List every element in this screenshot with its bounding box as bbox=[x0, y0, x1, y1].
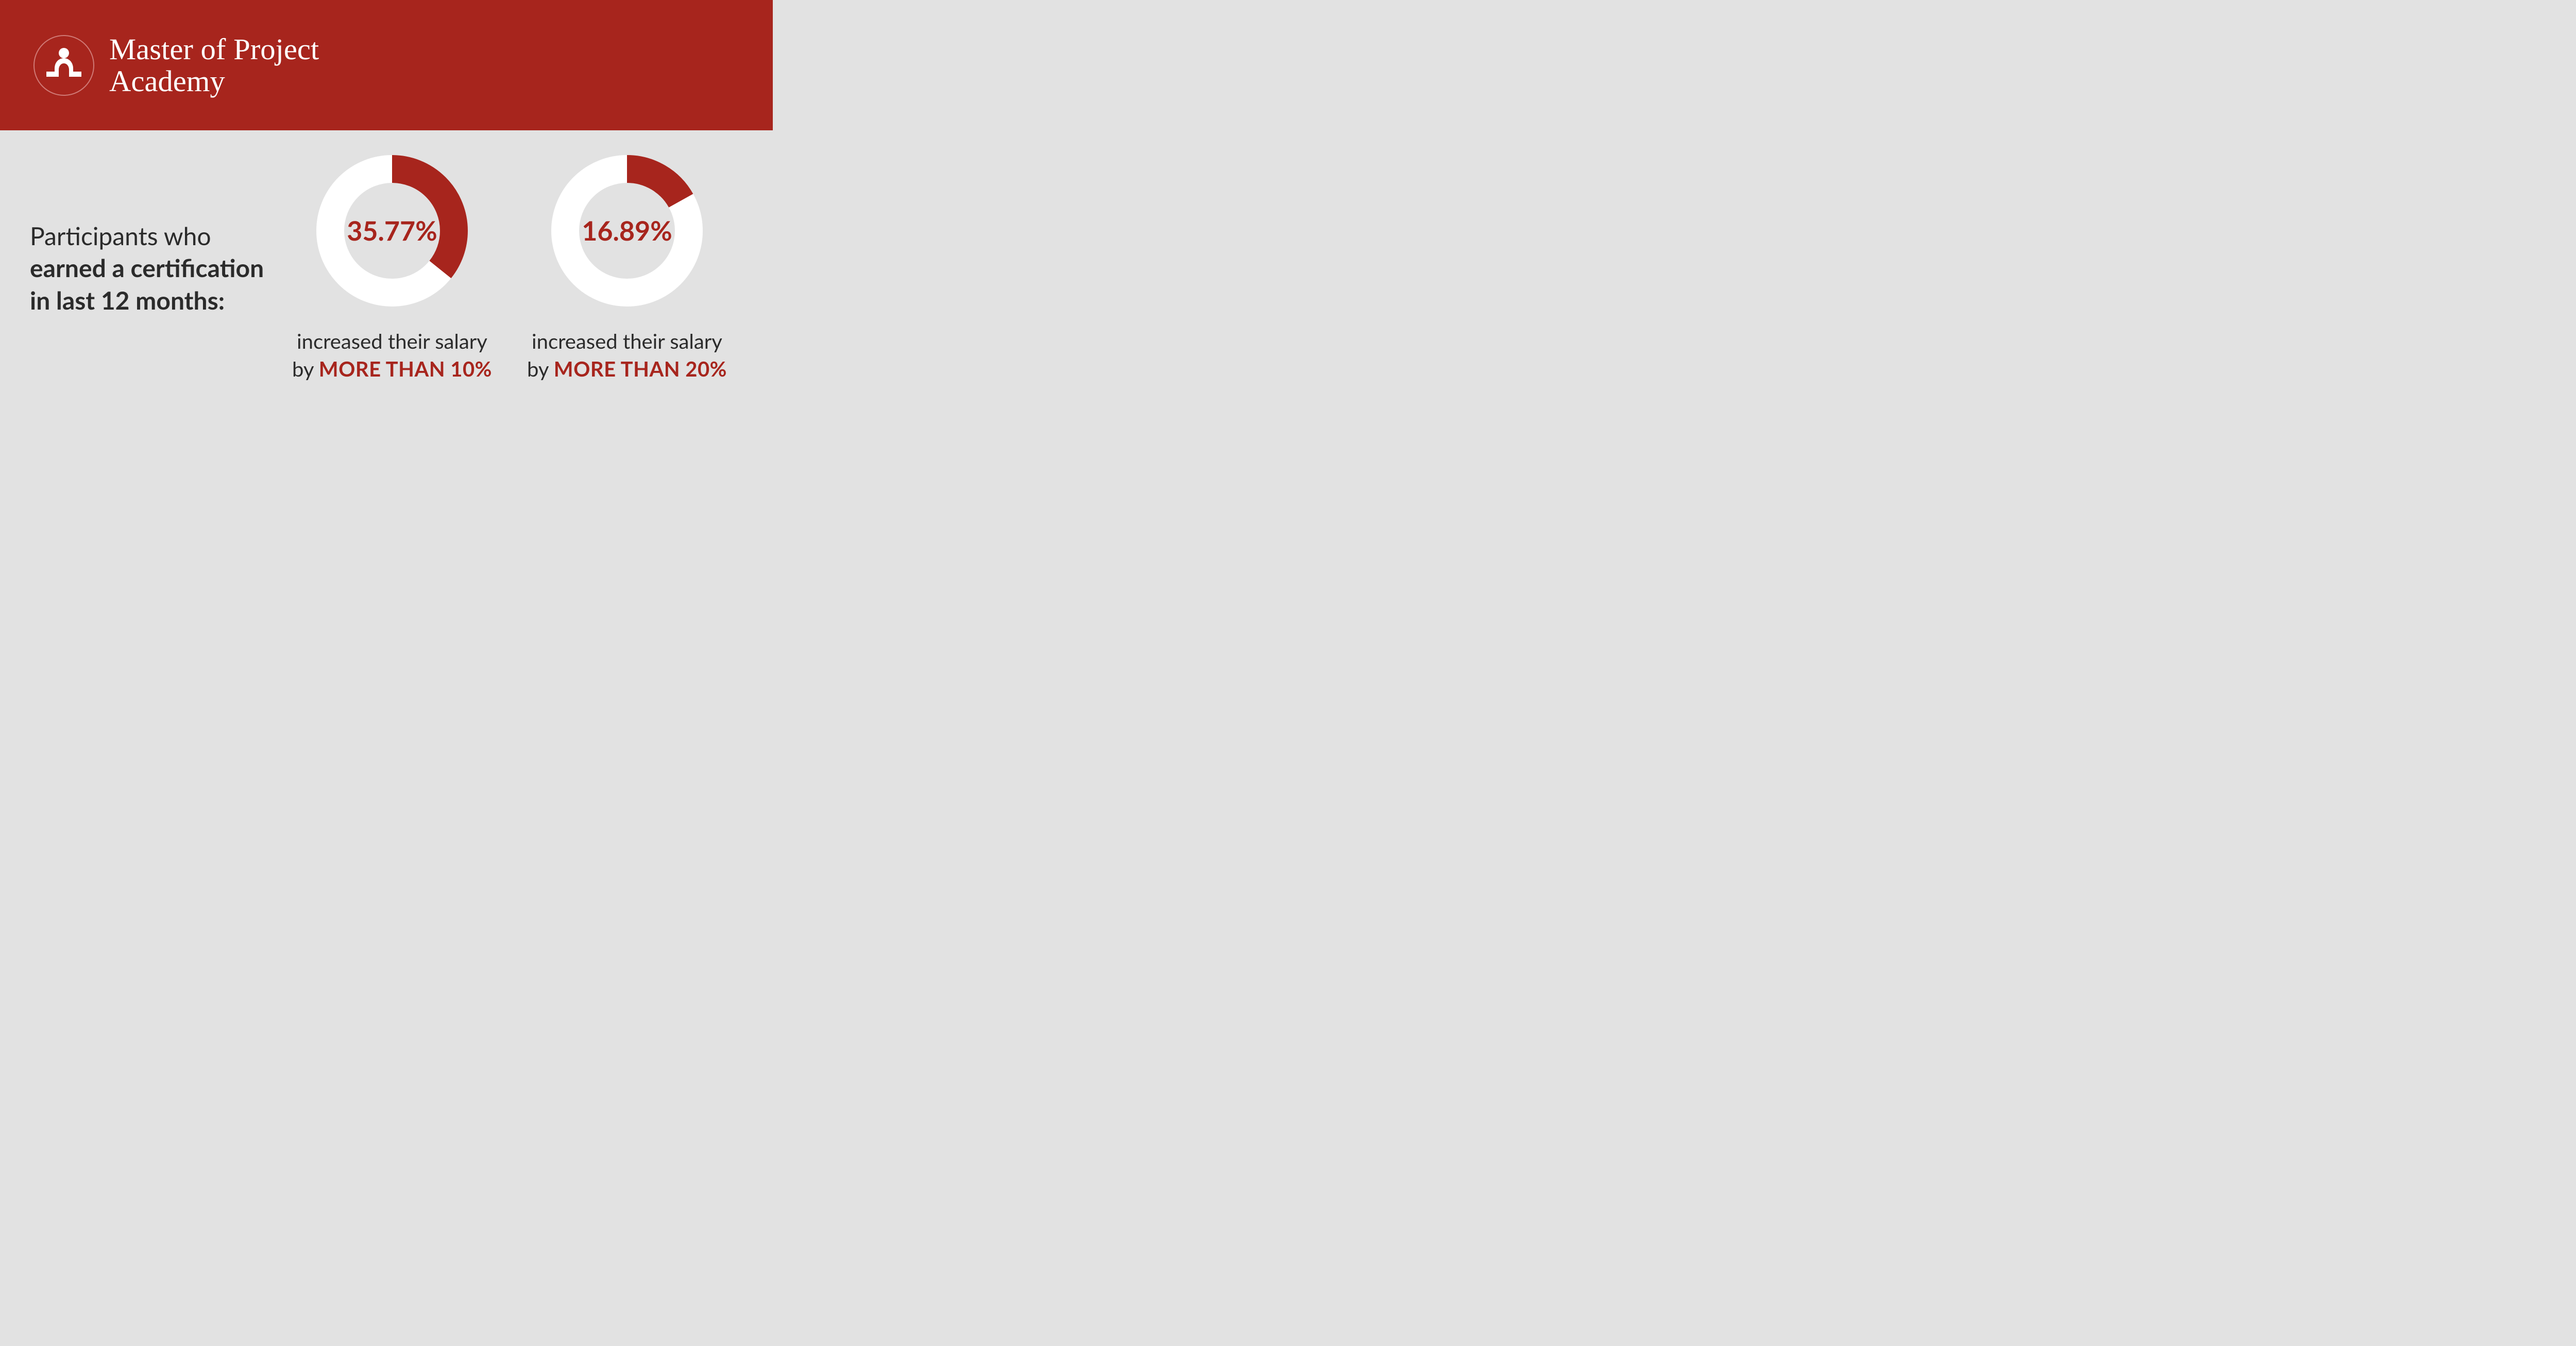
intro-line-2a: earned a certification bbox=[30, 252, 272, 284]
donut-chart: 35.77% bbox=[316, 155, 468, 306]
brand-line-1: Master of Project bbox=[109, 33, 319, 65]
infographic-page: Master of Project Academy Participants w… bbox=[0, 0, 773, 407]
stat-salary-10: 35.77% increased their salaryby MORE THAN… bbox=[292, 155, 492, 383]
brand-name: Master of Project Academy bbox=[109, 33, 319, 97]
stat-salary-20: 16.89% increased their salaryby MORE THAN… bbox=[527, 155, 727, 383]
brand-lockup: Master of Project Academy bbox=[33, 33, 319, 97]
caption-line-2: by MORE THAN 10% bbox=[292, 355, 492, 383]
stat-caption: increased their salaryby MORE THAN 20% bbox=[527, 327, 727, 383]
donut-chart: 16.89% bbox=[551, 155, 703, 306]
caption-line-1: increased their salary bbox=[292, 327, 492, 355]
stat-caption: increased their salaryby MORE THAN 10% bbox=[292, 327, 492, 383]
donut-center-label: 35.77% bbox=[316, 155, 468, 306]
content-area: Participants who earned a certification … bbox=[0, 130, 773, 407]
donut-center-label: 16.89% bbox=[551, 155, 703, 306]
caption-line-1: increased their salary bbox=[527, 327, 727, 355]
brand-logo-icon bbox=[33, 35, 95, 96]
brand-line-2: Academy bbox=[109, 65, 319, 97]
stats-row: 35.77%increased their salaryby MORE THAN… bbox=[282, 155, 737, 383]
intro-text: Participants who earned a certification … bbox=[30, 220, 282, 317]
header: Master of Project Academy bbox=[0, 0, 773, 130]
intro-line-2b: in last 12 months: bbox=[30, 285, 272, 317]
intro-line-1: Participants who bbox=[30, 220, 272, 252]
caption-line-2: by MORE THAN 20% bbox=[527, 355, 727, 383]
